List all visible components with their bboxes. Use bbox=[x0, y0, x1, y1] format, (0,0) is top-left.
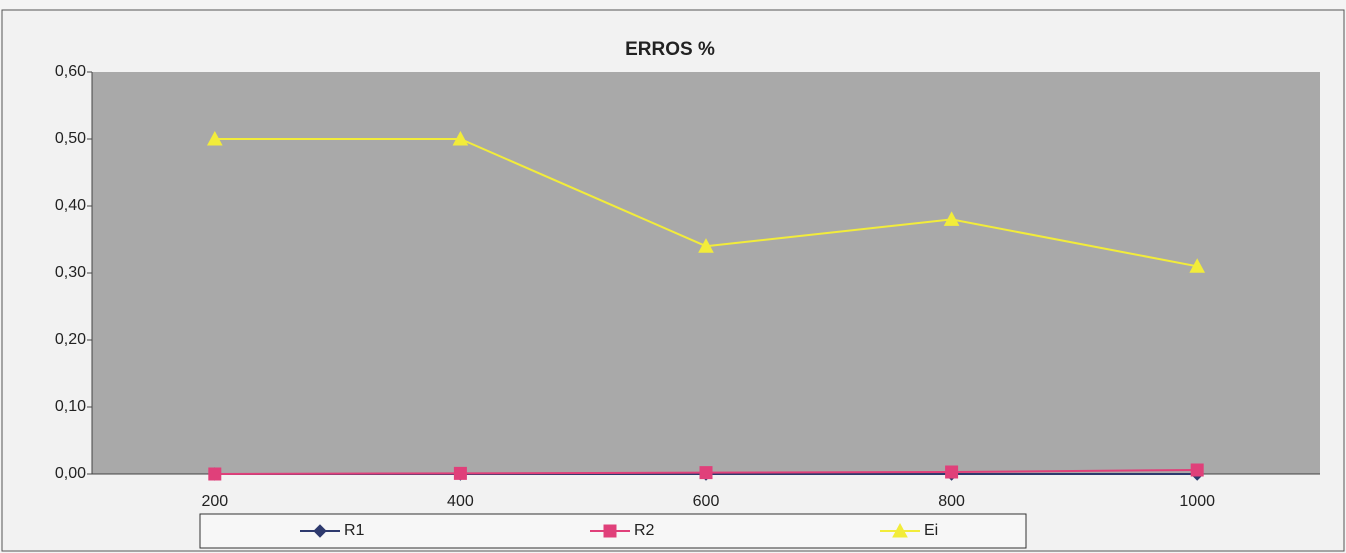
data-point bbox=[946, 466, 958, 478]
chart: ERROS % 0,00 0,10 0,20 0,30 0,40 0,50 0,60 200 4… bbox=[0, 0, 1346, 553]
y-tick-label: 0,60 bbox=[55, 63, 86, 80]
data-point bbox=[1191, 464, 1203, 476]
x-tick-label: 600 bbox=[693, 493, 720, 510]
data-point bbox=[700, 467, 712, 479]
x-tick-label: 400 bbox=[447, 493, 474, 510]
x-tick-label: 800 bbox=[938, 493, 965, 510]
y-tick-label: 0,50 bbox=[55, 130, 86, 147]
legend-label: Ei bbox=[924, 522, 938, 539]
legend-label: R2 bbox=[634, 522, 655, 539]
y-tick-label: 0,20 bbox=[55, 331, 86, 348]
x-tick-label: 200 bbox=[201, 493, 228, 510]
data-point bbox=[209, 468, 221, 480]
plot-area bbox=[92, 72, 1320, 474]
legend-label: R1 bbox=[344, 522, 365, 539]
x-tick-label: 1000 bbox=[1179, 493, 1215, 510]
page: ERROS % 0,00 0,10 0,20 0,30 0,40 0,50 0,60 200 4… bbox=[0, 0, 1346, 553]
chart-title: ERROS % bbox=[625, 39, 715, 60]
y-tick-label: 0,00 bbox=[55, 465, 86, 482]
data-point bbox=[454, 467, 466, 479]
y-tick-label: 0,10 bbox=[55, 398, 86, 415]
legend-marker bbox=[604, 525, 616, 537]
y-tick-label: 0,40 bbox=[55, 197, 86, 214]
y-tick-label: 0,30 bbox=[55, 264, 86, 281]
